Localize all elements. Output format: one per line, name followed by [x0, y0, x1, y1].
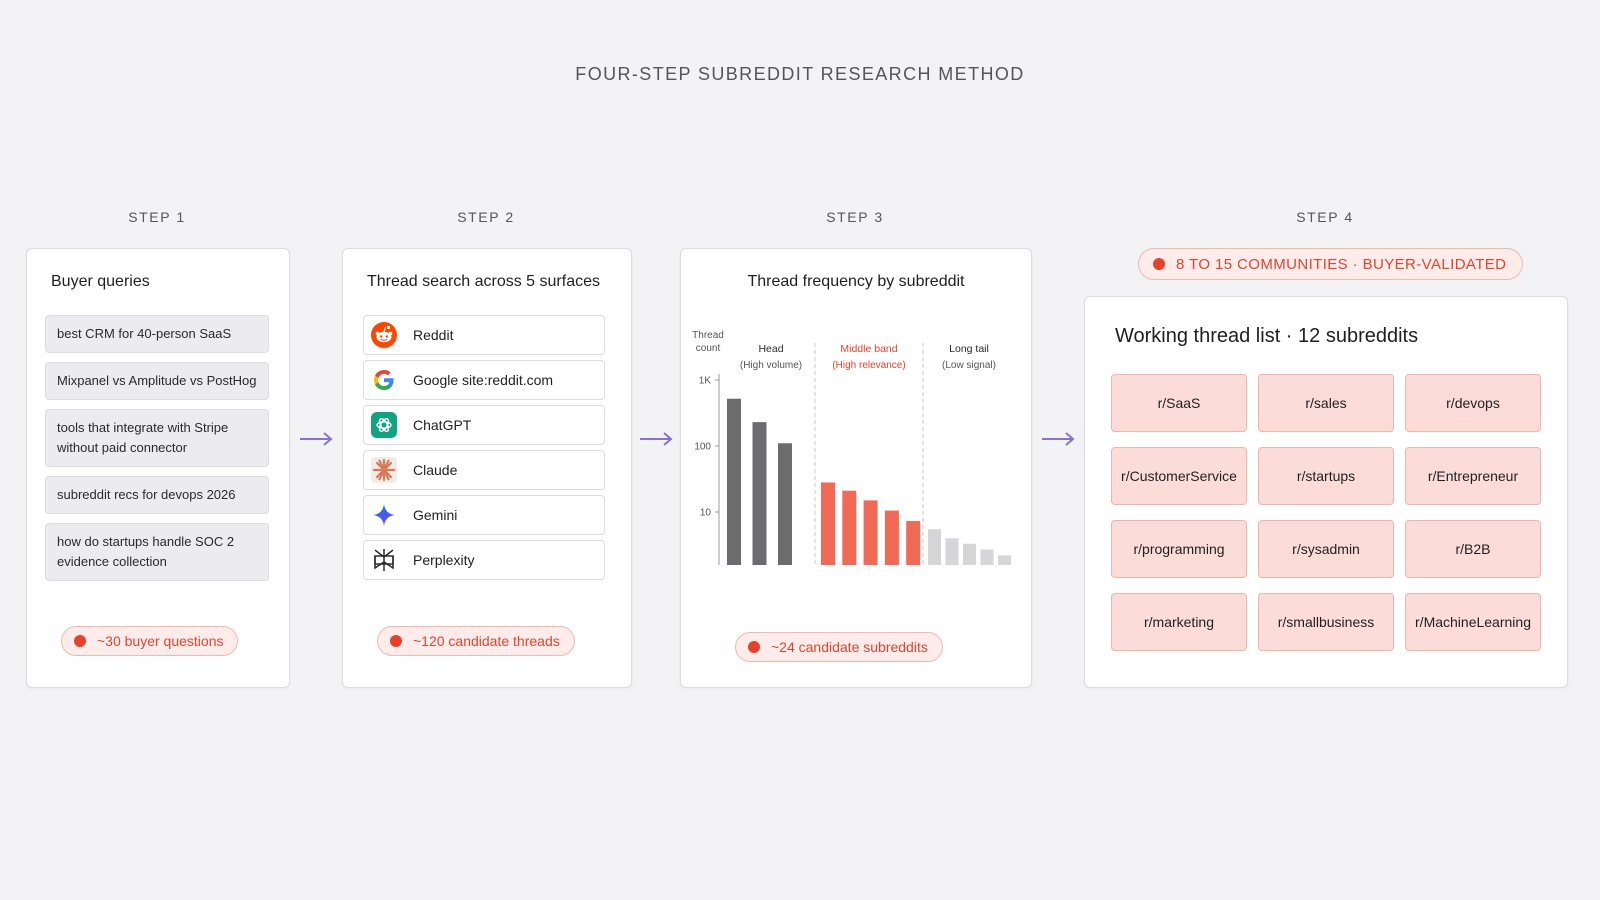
communities-badge: 8 TO 15 COMMUNITIES · BUYER-VALIDATED: [1138, 248, 1524, 280]
band-name: Head: [758, 343, 783, 355]
surface-label: Reddit: [413, 327, 454, 343]
bar: [980, 549, 994, 565]
surface-label: Google site:reddit.com: [413, 372, 554, 388]
red-dot-icon: [390, 635, 402, 647]
chatgpt-icon: [371, 412, 397, 438]
claude-icon: [371, 457, 397, 483]
bar: [963, 543, 976, 565]
y-axis-label: Thread count: [692, 330, 724, 354]
surface-reddit: Reddit: [363, 315, 605, 355]
step-3-label: STEP 3: [826, 209, 884, 225]
band-note: (High relevance): [832, 360, 905, 371]
bar: [884, 510, 899, 565]
perplexity-icon: [371, 547, 397, 573]
red-dot-icon: [74, 635, 86, 647]
surface-claude: Claude: [363, 450, 605, 490]
query-item: Mixpanel vs Amplitude vs PostHog: [45, 362, 269, 400]
band-name: Long tail: [949, 343, 989, 355]
y-axis-ticks: 1101001K: [694, 376, 719, 519]
red-dot-icon: [1153, 258, 1165, 270]
surface-label: ChatGPT: [413, 417, 472, 433]
subreddit-chip: r/B2B: [1405, 520, 1541, 578]
step-1-label: STEP 1: [128, 209, 186, 225]
query-item: how do startups handle SOC 2 evidence co…: [45, 523, 269, 581]
badge-label: 8 TO 15 COMMUNITIES · BUYER-VALIDATED: [1176, 255, 1507, 273]
bar: [945, 538, 959, 565]
candidate-threads-pill: ~120 candidate threads: [377, 626, 575, 656]
subreddit-chip: r/CustomerService: [1111, 447, 1247, 505]
arrow-right-icon: [300, 432, 333, 446]
subreddit-chip: r/sysadmin: [1258, 520, 1394, 578]
card-title: Thread search across 5 surfaces: [367, 273, 600, 290]
band-labels: Head (High volume) Middle band (High releva…: [740, 343, 996, 371]
y-axis-label-line: count: [696, 343, 721, 354]
bar: [842, 490, 857, 565]
arrow-right-icon: [1042, 432, 1075, 446]
subreddit-chip: r/SaaS: [1111, 374, 1247, 432]
bars: [727, 398, 1011, 565]
y-axis-label-line: Thread: [692, 330, 724, 341]
surface-label: Perplexity: [413, 552, 475, 568]
gemini-icon: [371, 502, 397, 528]
pill-label: ~30 buyer questions: [97, 633, 224, 649]
query-item: tools that integrate with Stripe without…: [45, 409, 269, 467]
candidate-subreddits-pill: ~24 candidate subreddits: [735, 632, 943, 662]
card-title: Buyer queries: [51, 273, 150, 290]
band-note: (High volume): [740, 360, 802, 371]
reddit-icon: [371, 322, 397, 348]
subreddit-chip: r/MachineLearning: [1405, 593, 1541, 651]
subreddit-chip: r/devops: [1405, 374, 1541, 432]
surface-chatgpt: ChatGPT: [363, 405, 605, 445]
arrow-right-icon: [640, 432, 673, 446]
subreddit-chip: r/startups: [1258, 447, 1394, 505]
buyer-questions-pill: ~30 buyer questions: [61, 626, 239, 656]
y-tick-label: 1K: [699, 376, 712, 387]
bar: [906, 521, 921, 565]
google-icon: [371, 367, 397, 393]
band-name: Middle band: [840, 343, 897, 355]
bar: [727, 398, 741, 565]
surface-label: Claude: [413, 462, 458, 478]
bar: [778, 443, 792, 565]
surface-gemini: Gemini: [363, 495, 605, 535]
step-2-label: STEP 2: [457, 209, 515, 225]
bar: [821, 482, 835, 565]
surface-perplexity: Perplexity: [363, 540, 605, 580]
subreddit-chip: r/marketing: [1111, 593, 1247, 651]
y-tick-label: 100: [694, 442, 711, 453]
surface-label: Gemini: [413, 507, 458, 523]
subreddit-chip: r/programming: [1111, 520, 1247, 578]
pill-label: ~24 candidate subreddits: [771, 639, 928, 655]
bar: [928, 529, 941, 565]
working-thread-list-card: Working thread list · 12 subreddits r/Sa…: [1084, 296, 1568, 688]
thread-search-card: Thread search across 5 surfaces Reddit: [342, 248, 632, 688]
query-item: subreddit recs for devops 2026: [45, 476, 269, 514]
red-dot-icon: [748, 641, 760, 653]
buyer-queries-card: Buyer queries best CRM for 40-person Saa…: [26, 248, 290, 688]
subreddit-chip: r/smallbusiness: [1258, 593, 1394, 651]
card-title: Working thread list · 12 subreddits: [1115, 325, 1419, 347]
thread-frequency-card: Thread frequency by subreddit Thread coun…: [680, 248, 1032, 688]
pill-label: ~120 candidate threads: [413, 633, 560, 649]
query-item: best CRM for 40-person SaaS: [45, 315, 269, 353]
bar: [752, 422, 767, 565]
subreddit-chip: r/Entrepreneur: [1405, 447, 1541, 505]
bar: [863, 500, 878, 565]
page-title: FOUR-STEP SUBREDDIT RESEARCH METHOD: [575, 64, 1025, 84]
card-title: Thread frequency by subreddit: [747, 273, 965, 290]
y-tick-label: 10: [700, 508, 712, 519]
surface-google: Google site:reddit.com: [363, 360, 605, 400]
step-4-label: STEP 4: [1296, 209, 1354, 225]
thread-frequency-chart: Thread count Head (High volume) Middle band…: [692, 330, 1011, 565]
band-note: (Low signal): [942, 360, 996, 371]
bar: [998, 555, 1011, 565]
subreddit-chip: r/sales: [1258, 374, 1394, 432]
